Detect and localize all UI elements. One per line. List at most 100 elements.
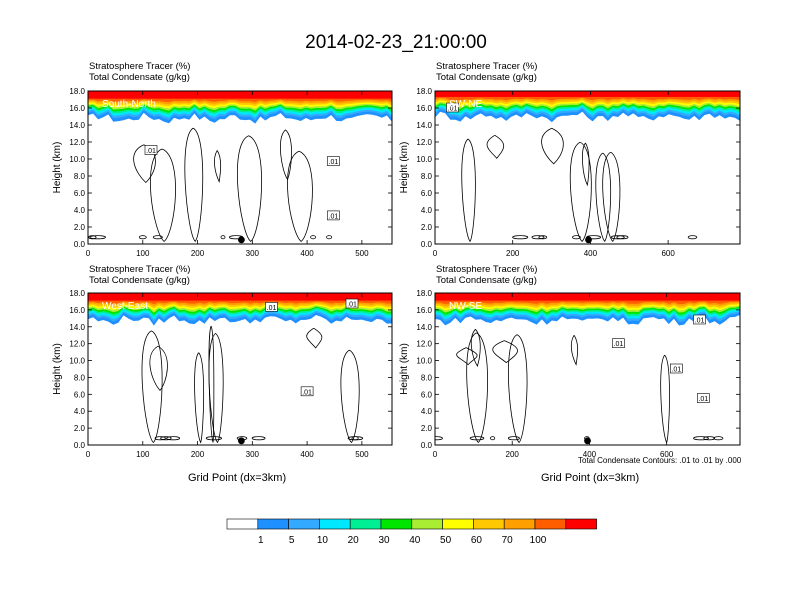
condensate-contour-small	[154, 436, 166, 441]
plot-frame	[434, 90, 741, 245]
colorbar-level-label: 5	[288, 535, 295, 546]
panel-name-label: South-North	[102, 99, 156, 110]
condensate-contours	[141, 325, 364, 444]
panel-4-xlabel: Grid Point (dx=3km)	[541, 472, 640, 484]
x-tick-label: 200	[506, 450, 520, 459]
y-tick-label: 2.0	[421, 424, 433, 433]
x-tick-label: 200	[191, 249, 205, 258]
condensate-contours	[88, 127, 333, 242]
panel-1: .01 .01 .01 South-North 0.0 2.0 4.0 6.0 8.0 10.0 1…	[52, 87, 393, 258]
panel-1-header-line2: Total Condensate (g/kg)	[89, 72, 190, 83]
condensate-contour-small	[152, 235, 163, 240]
x-tick-label: 100	[136, 450, 150, 459]
contour-label-2: .01	[302, 389, 312, 396]
tracer-band-top	[88, 91, 392, 99]
condensate-contour	[194, 352, 205, 444]
panel-2-header-line1: Stratosphere Tracer (%)	[436, 61, 538, 72]
colorbar-swatch-4	[349, 518, 382, 530]
y-tick-label: 10.0	[69, 155, 85, 164]
tracer-band-top	[435, 91, 740, 97]
x-tick-label: 0	[433, 249, 438, 258]
y-tick-label: 0.0	[74, 441, 86, 450]
y-tick-label: 12.0	[416, 138, 432, 147]
panel-name-label: SW-NE	[449, 99, 482, 110]
x-tick-label: 300	[246, 249, 260, 258]
colorbar-swatch-5	[380, 518, 413, 530]
x-tick-label: 500	[355, 249, 369, 258]
colorbar-swatch-10	[534, 518, 567, 530]
y-tick-label: 8.0	[421, 172, 433, 181]
y-tick-label: 10.0	[69, 357, 85, 366]
colorbar-swatch-1	[257, 518, 289, 530]
y-tick-label: 0.0	[421, 240, 433, 249]
y-tick-label: 4.0	[421, 407, 433, 416]
y-tick-label: 4.0	[74, 407, 86, 416]
colorbar-swatch-8	[473, 518, 505, 530]
contour-footnote: Total Condensate Contours: .01 to .01 by…	[578, 456, 742, 465]
condensate-contour	[492, 340, 518, 364]
condensate-contour-small	[251, 436, 266, 441]
colorbar-swatch-6	[411, 518, 443, 530]
x-tick-label: 400	[583, 450, 597, 459]
condensate-contour-small	[512, 235, 529, 240]
condensate-contour-small	[572, 235, 581, 240]
condensate-contour	[340, 349, 360, 444]
colorbar-swatch-2	[288, 518, 320, 530]
condensate-contour-small	[435, 436, 443, 441]
contour-label-box	[696, 393, 710, 403]
colorbar-level-label: 70	[501, 535, 513, 546]
y-tick-label: 18.0	[69, 87, 85, 96]
condensate-contour	[237, 135, 262, 242]
colorbar	[226, 518, 597, 530]
contour-label-2: .01	[671, 367, 681, 374]
y-tick-label: 0.0	[74, 240, 86, 249]
y-tick-label: 14.0	[69, 121, 85, 130]
condensate-contour-small	[703, 436, 716, 441]
y-tick-label: 10.0	[416, 155, 432, 164]
tracer-field	[88, 293, 392, 326]
tracer-band-top	[435, 293, 740, 301]
panel-3-xlabel: Grid Point (dx=3km)	[188, 472, 287, 484]
y-tick-label: 4.0	[421, 206, 433, 215]
condensate-contour	[461, 138, 476, 243]
y-tick-label: 12.0	[69, 340, 85, 349]
condensate-contour-small	[160, 436, 172, 441]
colorbar-level-label: 30	[378, 535, 390, 546]
condensate-contour	[541, 127, 564, 165]
condensate-contour	[456, 347, 478, 366]
y-tick-label: 6.0	[421, 189, 433, 198]
condensate-contour	[280, 129, 292, 181]
colorbar-level-label: 50	[440, 535, 452, 546]
panel-3-header: Stratosphere Tracer (%) Total Condensate…	[89, 264, 190, 286]
contour-label-3: .01	[698, 396, 708, 403]
y-tick-label: 4.0	[74, 206, 86, 215]
y-tick-label: 18.0	[69, 289, 85, 298]
x-tick-label: 200	[191, 450, 205, 459]
condensate-contour-small	[490, 436, 496, 441]
x-tick-label: 400	[300, 249, 314, 258]
condensate-contour-small	[713, 436, 724, 441]
y-tick-label: 6.0	[74, 390, 86, 399]
condensate-contour-small	[531, 235, 545, 240]
panel-4: .01 .01 .01 .01 NW-SE 0.0 2.0 4.0 6.0 8.0 10.0 12.0…	[399, 289, 741, 459]
panel-name-label: West-East	[102, 301, 148, 312]
panel-4-header-line2: Total Condensate (g/kg)	[436, 275, 537, 286]
condensate-contour	[569, 141, 592, 242]
tracer-field	[88, 91, 392, 124]
panel-4-header: Stratosphere Tracer (%) Total Condensate…	[436, 264, 537, 286]
condensate-contour	[602, 151, 621, 243]
contour-label-0: .01	[267, 305, 277, 312]
condensate-contour-small	[347, 436, 364, 441]
x-tick-label: 500	[355, 450, 369, 459]
condensate-contour	[214, 150, 222, 184]
x-tick-label: 600	[660, 450, 674, 459]
panel-3-header-line2: Total Condensate (g/kg)	[89, 275, 190, 286]
condensate-contour-small	[166, 436, 181, 441]
condensate-contour	[581, 142, 590, 187]
x-tick-label: 200	[506, 249, 520, 258]
condensate-contour-small	[310, 235, 317, 240]
y-tick-label: 18.0	[416, 87, 432, 96]
tracer-band-top	[88, 293, 392, 301]
y-tick-label: 2.0	[74, 424, 86, 433]
